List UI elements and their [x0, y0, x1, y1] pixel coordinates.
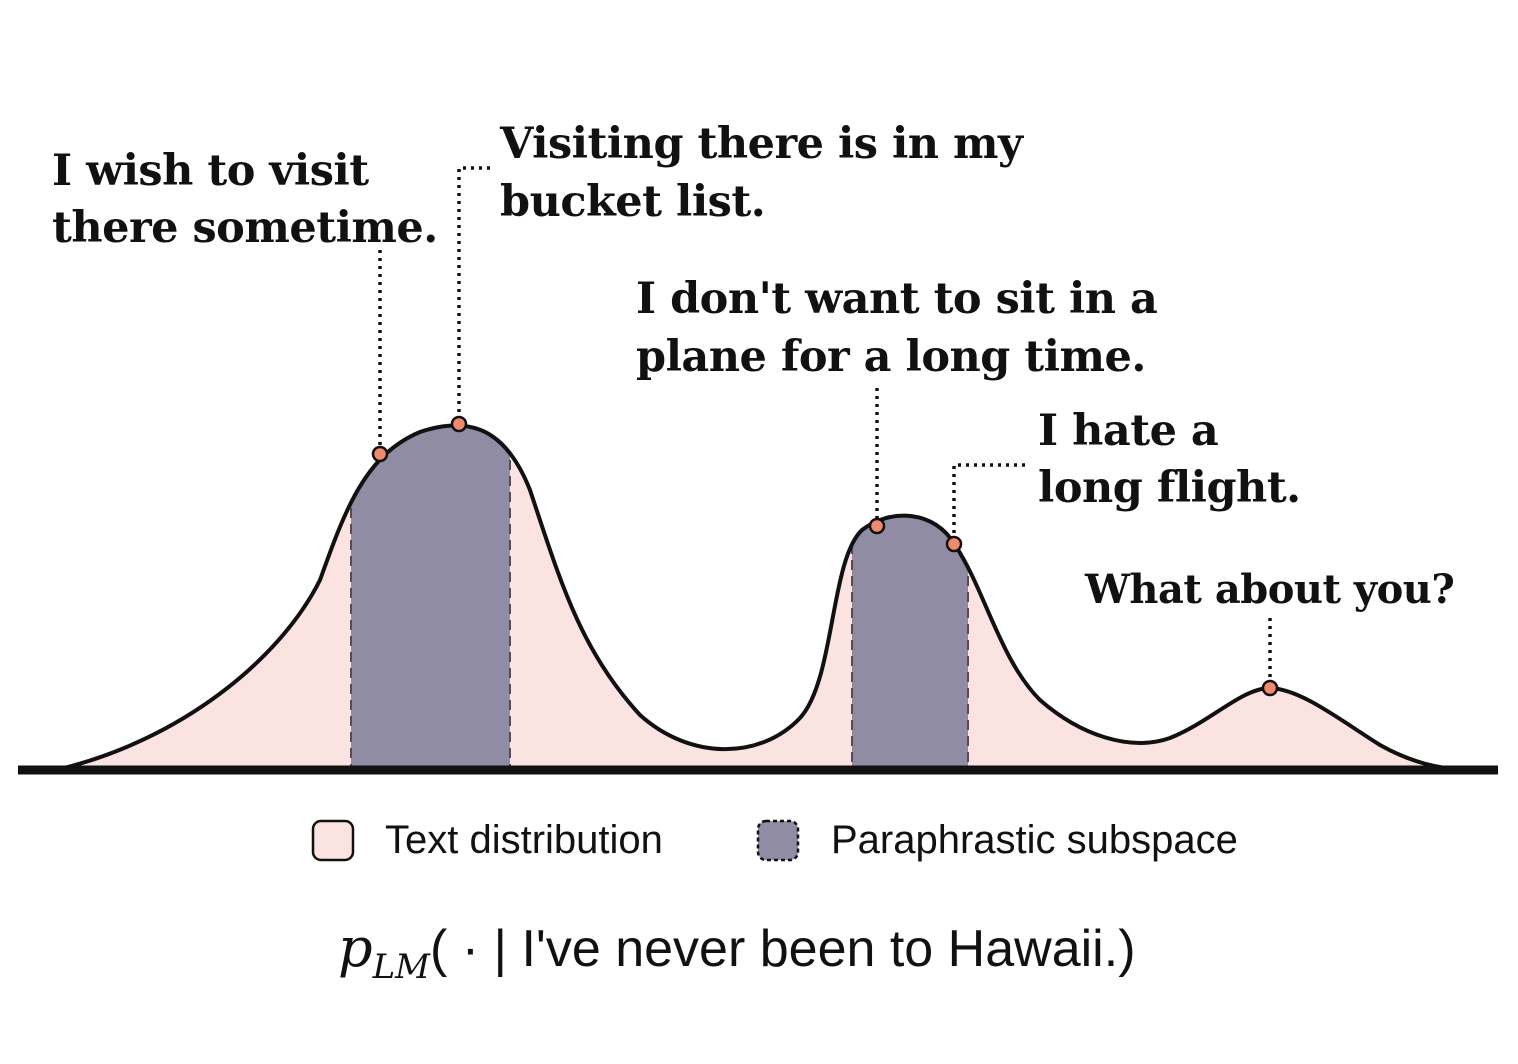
legend-label-paraphrastic-subspace: Paraphrastic subspace: [831, 818, 1238, 862]
formula: pLM( · | I've never been to Hawaii.): [338, 916, 1136, 987]
paraphrastic-subspace-1: [351, 425, 510, 769]
legend-label-text-distribution: Text distribution: [385, 818, 663, 862]
annotation-flight: I hate a long flight.: [1038, 406, 1301, 513]
legend-swatch-paraphrastic-subspace: [756, 819, 800, 862]
annotation-whatabout: What about you?: [1084, 566, 1454, 613]
leader-bucket: [457, 166, 490, 422]
sample-marker-wish: [371, 445, 389, 463]
formula-subscript: LM: [372, 947, 432, 987]
distribution-curve: [59, 423, 1461, 771]
formula-p: p: [338, 916, 373, 979]
annotation-bucket: Visiting there is in my bucket list.: [499, 119, 1037, 227]
sample-marker-bucket: [450, 415, 468, 433]
formula-condition: I've never been to Hawaii.: [521, 920, 1118, 978]
leader-flight: [952, 463, 1025, 542]
annotation-wish: I wish to visit there sometime.: [52, 146, 438, 253]
formula-close: ): [1118, 920, 1135, 978]
formula-open: ( · |: [430, 920, 521, 978]
sample-marker-flight: [945, 535, 963, 553]
sample-marker-whatabout: [1261, 679, 1279, 697]
legend-swatch-text-distribution: [311, 819, 355, 862]
sample-marker-plane: [868, 517, 886, 535]
annotation-plane: I don't want to sit in a plane for a lon…: [636, 274, 1172, 382]
legend: Text distribution Paraphrastic subspace: [311, 818, 1238, 862]
